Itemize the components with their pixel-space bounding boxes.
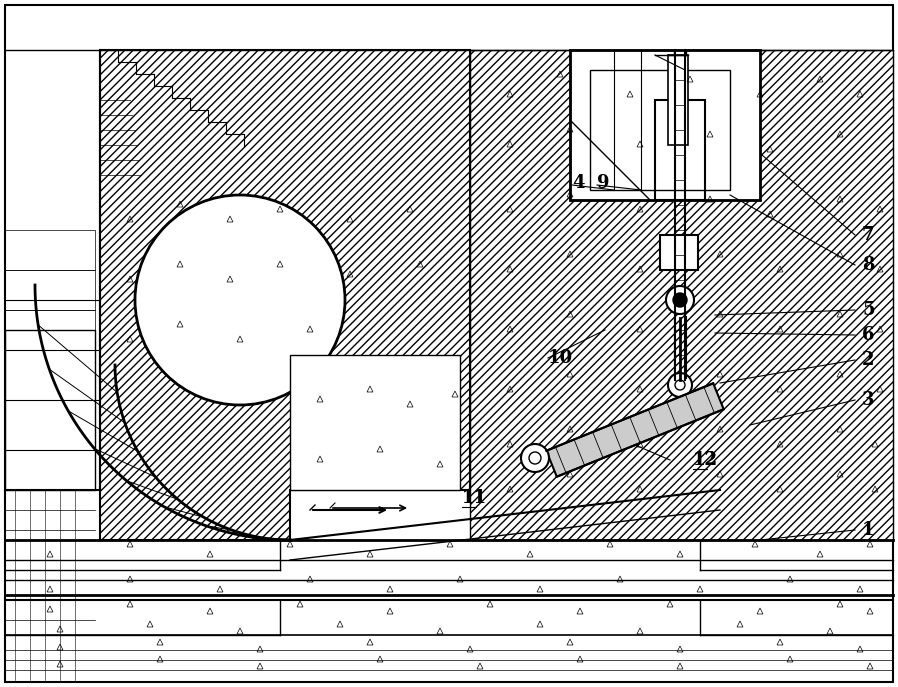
Circle shape	[666, 286, 694, 314]
Text: 3: 3	[862, 391, 875, 409]
Bar	[590, 70, 730, 190]
Polygon shape	[100, 50, 470, 540]
Bar	[5, 270, 95, 310]
Text: 11: 11	[462, 489, 487, 507]
Circle shape	[135, 195, 345, 405]
Text: 11: 11	[462, 489, 487, 507]
Circle shape	[673, 293, 687, 307]
Text: 12: 12	[693, 451, 718, 469]
Text: 8: 8	[862, 256, 875, 274]
Text: 2: 2	[862, 351, 875, 369]
Circle shape	[668, 373, 692, 397]
Text: 10: 10	[548, 349, 573, 367]
Bar	[5, 330, 95, 490]
Polygon shape	[470, 50, 893, 540]
Polygon shape	[546, 383, 724, 477]
Bar	[290, 355, 460, 490]
Circle shape	[521, 444, 549, 472]
Circle shape	[529, 452, 541, 464]
Bar	[5, 350, 95, 400]
Bar	[570, 50, 760, 200]
Text: 9: 9	[597, 174, 610, 192]
Text: 7: 7	[862, 226, 875, 244]
Text: 12: 12	[693, 451, 718, 469]
Bar	[5, 400, 95, 450]
Bar	[5, 230, 95, 270]
Text: 4: 4	[572, 174, 585, 192]
Bar	[5, 310, 95, 350]
Text: 1: 1	[862, 521, 875, 539]
Text: 5: 5	[862, 301, 875, 319]
Text: 6: 6	[862, 326, 875, 344]
Bar	[655, 100, 705, 200]
Bar	[668, 55, 688, 145]
Bar	[660, 235, 698, 270]
Circle shape	[675, 380, 685, 390]
